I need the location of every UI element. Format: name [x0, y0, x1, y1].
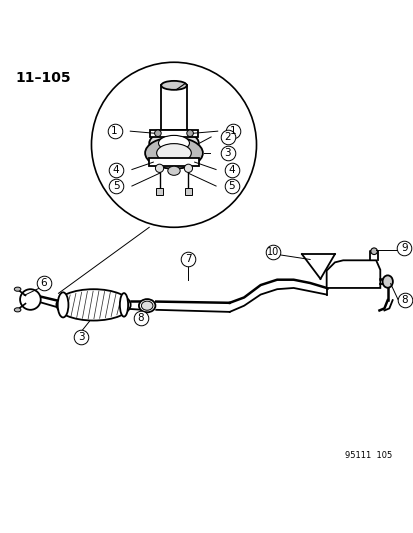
Ellipse shape	[57, 292, 68, 318]
Text: 10: 10	[266, 247, 278, 257]
Ellipse shape	[139, 299, 155, 312]
Bar	[155, 188, 163, 195]
Ellipse shape	[156, 143, 191, 163]
Ellipse shape	[149, 131, 198, 156]
Text: 5: 5	[113, 181, 119, 191]
Ellipse shape	[145, 138, 202, 169]
Circle shape	[186, 130, 193, 136]
Bar	[184, 188, 192, 195]
Text: 8: 8	[138, 313, 144, 323]
Text: 3: 3	[224, 148, 230, 158]
Bar	[150, 130, 197, 137]
Text: 3: 3	[78, 332, 84, 342]
Ellipse shape	[14, 287, 21, 291]
Text: 1: 1	[230, 126, 236, 136]
Circle shape	[20, 289, 40, 310]
Ellipse shape	[161, 81, 186, 90]
Bar	[149, 158, 198, 166]
Circle shape	[370, 248, 377, 255]
Text: 95111  105: 95111 105	[344, 450, 392, 459]
Circle shape	[154, 130, 161, 136]
Text: 4: 4	[113, 165, 119, 174]
Text: 6: 6	[40, 278, 47, 288]
Ellipse shape	[382, 276, 392, 288]
Text: 5: 5	[228, 181, 235, 191]
Text: 9: 9	[400, 243, 406, 253]
Text: 2: 2	[224, 132, 230, 142]
Bar	[161, 85, 186, 130]
Ellipse shape	[167, 166, 180, 175]
Ellipse shape	[14, 308, 21, 312]
Circle shape	[155, 164, 163, 172]
Text: 7: 7	[185, 254, 191, 264]
Text: 11–105: 11–105	[15, 70, 71, 85]
Ellipse shape	[56, 289, 131, 320]
Ellipse shape	[141, 301, 152, 310]
Ellipse shape	[158, 135, 189, 151]
Text: 4: 4	[228, 165, 235, 174]
Polygon shape	[326, 260, 380, 288]
Ellipse shape	[120, 293, 128, 317]
Text: 8: 8	[401, 295, 407, 304]
Text: 1: 1	[111, 126, 118, 136]
Circle shape	[184, 164, 192, 172]
